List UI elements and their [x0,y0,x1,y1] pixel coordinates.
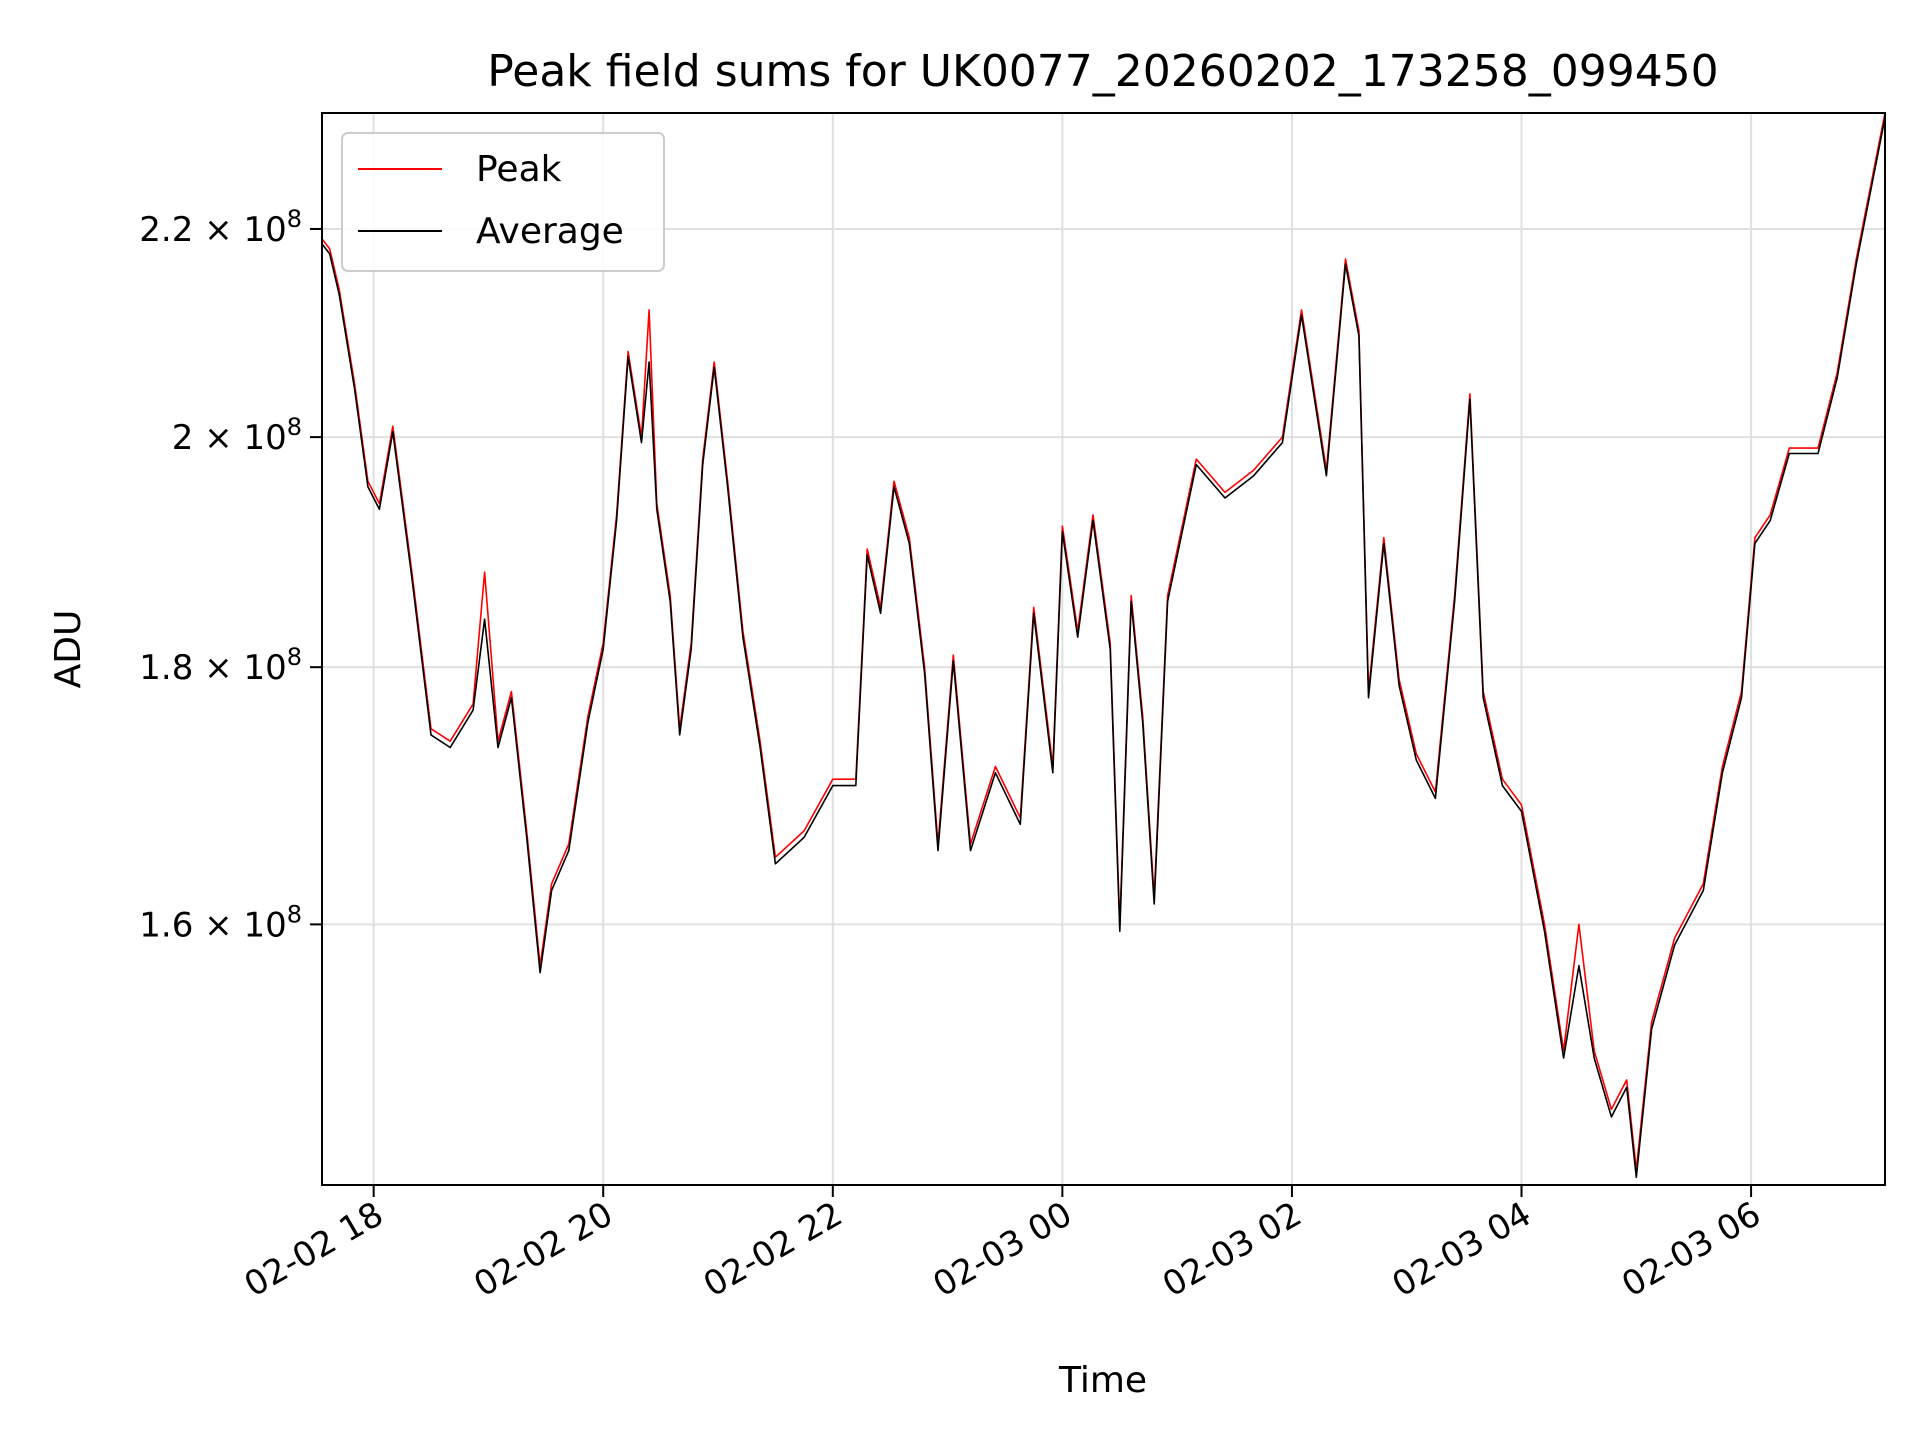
series-line-peak [321,112,1886,1171]
plot-area-border [321,112,1886,1186]
y-tick-label: 2 × 108 [172,413,302,458]
series-line-average [321,117,1886,1179]
legend-label-average: Average [476,211,624,252]
y-axis: 1.6 × 108 1.8 × 108 2 × 108 2.2 × 108 [139,205,322,945]
chart-legend: Peak Average [341,132,665,272]
chart-title: Peak field sums for UK0077_20260202_1732… [487,46,1718,97]
y-tick-label: 1.8 × 108 [139,643,302,688]
x-axis-title: Time [1058,1360,1147,1401]
y-tick-label: 2.2 × 108 [139,205,302,250]
y-tick-label: 1.6 × 108 [139,900,302,945]
legend-label-peak: Peak [476,149,562,190]
series-lines [321,112,1886,1179]
legend-box [341,132,665,272]
y-axis-title: ADU [48,610,89,689]
